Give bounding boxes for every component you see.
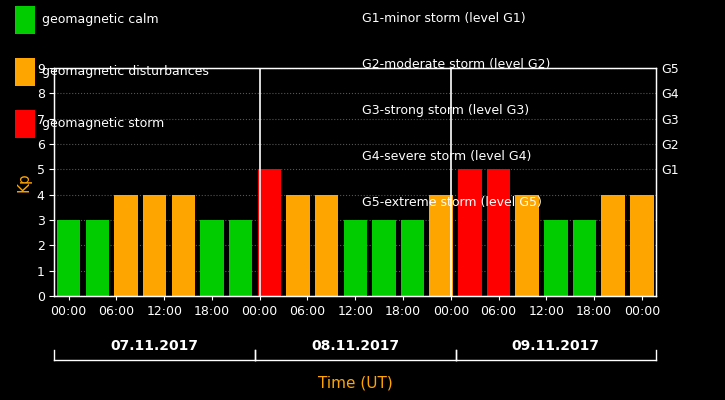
Bar [515, 195, 539, 296]
Bar [344, 220, 367, 296]
Text: 08.11.2017: 08.11.2017 [311, 339, 399, 353]
Bar [458, 169, 481, 296]
Text: G3-strong storm (level G3): G3-strong storm (level G3) [362, 104, 530, 117]
Text: geomagnetic calm: geomagnetic calm [42, 14, 159, 26]
Y-axis label: Kp: Kp [16, 172, 31, 192]
Bar [143, 195, 167, 296]
Text: geomagnetic disturbances: geomagnetic disturbances [42, 66, 209, 78]
Bar [200, 220, 224, 296]
Text: G1-minor storm (level G1): G1-minor storm (level G1) [362, 12, 526, 25]
Bar [544, 220, 568, 296]
Text: G4-severe storm (level G4): G4-severe storm (level G4) [362, 150, 532, 163]
Bar [257, 169, 281, 296]
Bar [486, 169, 510, 296]
Bar [372, 220, 396, 296]
Bar [315, 195, 339, 296]
Bar [573, 220, 596, 296]
Text: Time (UT): Time (UT) [318, 375, 393, 390]
Text: G2-moderate storm (level G2): G2-moderate storm (level G2) [362, 58, 551, 71]
Text: G5-extreme storm (level G5): G5-extreme storm (level G5) [362, 196, 542, 209]
Bar [229, 220, 252, 296]
Bar [429, 195, 453, 296]
Bar [172, 195, 195, 296]
Bar [115, 195, 138, 296]
Bar [630, 195, 653, 296]
Text: 07.11.2017: 07.11.2017 [111, 339, 199, 353]
Bar [602, 195, 625, 296]
Bar [57, 220, 80, 296]
Text: geomagnetic storm: geomagnetic storm [42, 118, 165, 130]
Bar [401, 220, 424, 296]
Bar [286, 195, 310, 296]
Text: 09.11.2017: 09.11.2017 [512, 339, 600, 353]
Bar [86, 220, 109, 296]
